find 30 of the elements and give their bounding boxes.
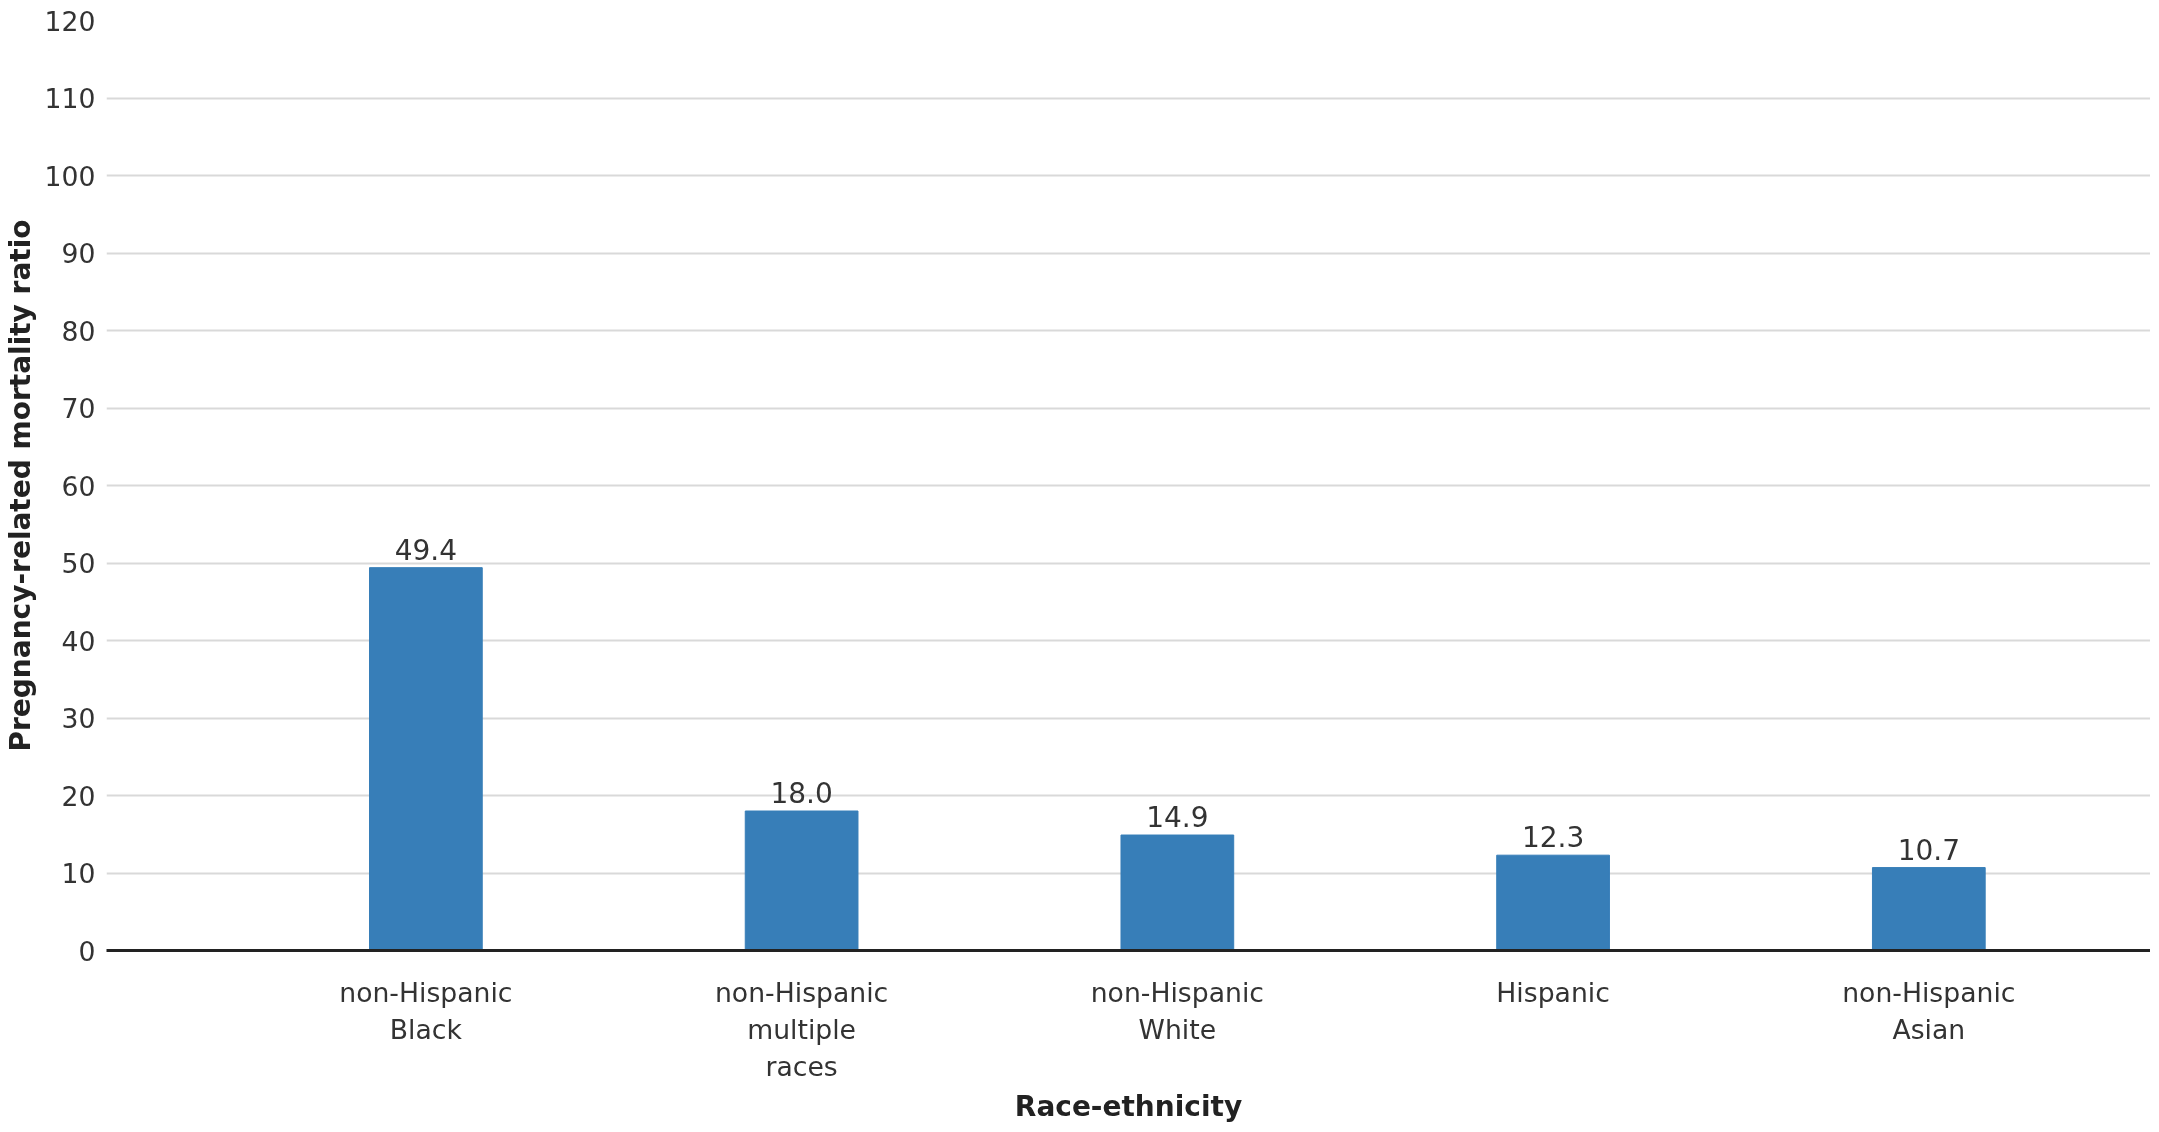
bar (1871, 867, 1986, 951)
x-tick-label: Hispanic (1496, 976, 1610, 1008)
y-tick-label: 70 (61, 393, 96, 424)
y-tick-label: 80 (61, 315, 96, 347)
bar (1496, 854, 1610, 951)
data-label: 18.0 (770, 777, 833, 810)
data-label: 12.3 (1521, 821, 1585, 855)
y-tick-label: 10 (61, 858, 96, 889)
bar (369, 567, 483, 951)
x-tick-label: non-Hispanic Black (339, 976, 513, 1045)
y-axis-title: Pregnancy-related mortality ratio (3, 219, 37, 752)
bar (1120, 834, 1235, 951)
data-label: 49.4 (394, 533, 458, 567)
data-label: 14.9 (1146, 801, 1209, 835)
data-label: 10.7 (1897, 833, 1960, 867)
y-tick-label: 100 (44, 160, 96, 192)
x-tick-label: non-Hispanic Asian (1842, 976, 2016, 1045)
x-axis-title: Race-ethnicity (1014, 1089, 1243, 1123)
y-tick-label: 40 (61, 625, 96, 657)
x-tick-label: non-Hispanic White (1090, 976, 1264, 1045)
y-tick-label: 60 (61, 470, 96, 502)
bar (744, 810, 859, 951)
y-tick-label: 0 (78, 935, 96, 967)
y-tick-label: 120 (44, 5, 96, 37)
y-tick-label: 20 (61, 780, 96, 812)
y-tick-label: 30 (61, 703, 96, 734)
x-tick-label: non-Hispanic multiple races (714, 976, 889, 1082)
y-tick-label: 50 (61, 548, 96, 579)
y-tick-label: 90 (61, 238, 96, 269)
y-tick-label: 110 (44, 83, 96, 114)
